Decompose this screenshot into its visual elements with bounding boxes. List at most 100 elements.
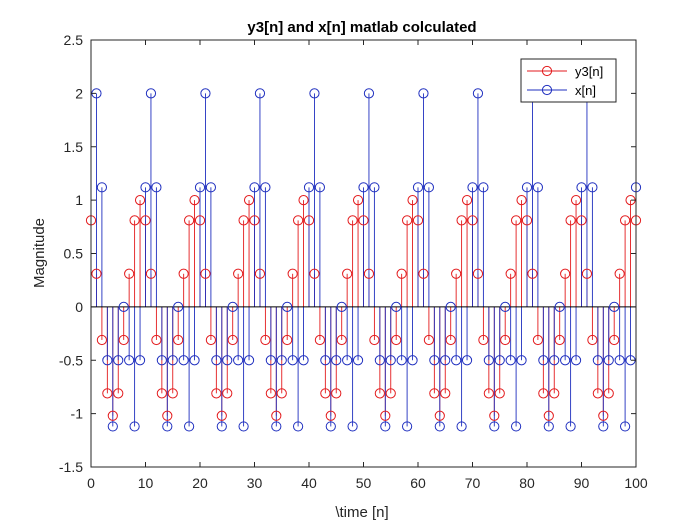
x-tick-label: 100 bbox=[624, 475, 648, 491]
stem-marker bbox=[440, 355, 451, 366]
stem-marker bbox=[500, 301, 511, 312]
stem-marker bbox=[570, 355, 582, 366]
stem-marker bbox=[483, 355, 494, 366]
stem-marker bbox=[96, 182, 108, 193]
stem-marker bbox=[233, 355, 244, 366]
plot-area: 0 10 20 30 40 50 60 70 80 90 100 -1.5 -1 -0.5 0 0.5 1 1.5… bbox=[59, 32, 648, 491]
stem-marker bbox=[603, 355, 614, 366]
stem-marker bbox=[374, 388, 385, 399]
stem-marker bbox=[402, 215, 413, 226]
legend-box bbox=[520, 58, 617, 103]
stem-marker bbox=[162, 421, 173, 432]
stem-marker bbox=[620, 215, 631, 226]
stem-marker bbox=[276, 388, 287, 399]
stem-marker bbox=[129, 421, 140, 432]
stem-marker bbox=[402, 421, 413, 432]
x-tick-label: 70 bbox=[465, 475, 481, 491]
stem-marker bbox=[107, 421, 118, 432]
stem-marker bbox=[347, 215, 358, 226]
stem-marker bbox=[189, 355, 200, 366]
stem-marker bbox=[461, 355, 473, 366]
stem-marker bbox=[434, 421, 445, 432]
stem-marker bbox=[369, 182, 380, 193]
stem-marker bbox=[472, 88, 484, 99]
stem-marker bbox=[134, 355, 146, 366]
stem-marker bbox=[358, 182, 369, 193]
stem-marker bbox=[461, 195, 473, 206]
stem-marker bbox=[363, 268, 375, 279]
stem-marker bbox=[380, 410, 391, 421]
stem-marker bbox=[145, 88, 157, 99]
stem-marker bbox=[124, 355, 135, 366]
stem-marker bbox=[614, 355, 625, 366]
stem-marker bbox=[331, 355, 342, 366]
stem-marker bbox=[538, 388, 549, 399]
stem-marker bbox=[216, 421, 227, 432]
stem-marker bbox=[238, 215, 249, 226]
stem-marker bbox=[140, 182, 151, 193]
stem-marker bbox=[184, 215, 195, 226]
stem-marker bbox=[167, 388, 178, 399]
stem-marker bbox=[489, 410, 500, 421]
stem-marker bbox=[489, 421, 500, 432]
x-tick-label: 0 bbox=[87, 475, 95, 491]
stem-marker bbox=[598, 421, 609, 432]
stem-marker bbox=[205, 182, 216, 193]
x-axis-title: \time [n] bbox=[335, 504, 388, 521]
stem-marker bbox=[227, 301, 238, 312]
stem-marker bbox=[211, 355, 222, 366]
stem-marker bbox=[243, 195, 255, 206]
stem-marker bbox=[576, 182, 587, 193]
stem-marker bbox=[102, 388, 113, 399]
stem-marker bbox=[385, 388, 396, 399]
stem-marker bbox=[287, 355, 298, 366]
stem-marker bbox=[565, 215, 576, 226]
y-tick-label: 2 bbox=[75, 85, 83, 101]
chart-title: y3[n] and x[n] matlab colculated bbox=[247, 19, 476, 36]
y-tick-label: 0.5 bbox=[64, 246, 84, 262]
stem-marker bbox=[303, 215, 315, 226]
stem-marker bbox=[494, 388, 505, 399]
stem-marker bbox=[140, 215, 151, 226]
stem-marker bbox=[314, 182, 325, 193]
stem-marker bbox=[91, 268, 102, 279]
stem-marker bbox=[298, 355, 309, 366]
stem-marker bbox=[276, 355, 287, 366]
stem-marker bbox=[336, 334, 347, 346]
stem-marker bbox=[560, 268, 571, 279]
stem-marker bbox=[352, 195, 364, 206]
stem-marker bbox=[467, 215, 478, 226]
y-tick-label: 2.5 bbox=[64, 32, 84, 48]
stem-marker bbox=[505, 355, 516, 366]
stem-marker bbox=[167, 355, 178, 366]
stem-marker bbox=[113, 388, 124, 399]
stem-marker bbox=[565, 421, 576, 432]
stem-marker bbox=[287, 268, 298, 279]
stem-marker bbox=[352, 355, 364, 366]
stem-marker bbox=[532, 182, 544, 193]
stem-marker bbox=[516, 355, 527, 366]
x-tick-label: 60 bbox=[410, 475, 426, 491]
x-tick-label: 30 bbox=[247, 475, 263, 491]
stem-marker bbox=[331, 388, 342, 399]
stem-marker bbox=[609, 334, 620, 346]
stem-marker bbox=[233, 268, 244, 279]
stem-marker bbox=[102, 355, 113, 366]
y-tick-label: 1 bbox=[75, 192, 83, 208]
stem-marker bbox=[363, 88, 375, 99]
stem-marker bbox=[282, 334, 293, 346]
stem-marker bbox=[451, 355, 462, 366]
stem-marker bbox=[178, 268, 189, 279]
stem-marker bbox=[227, 334, 238, 346]
stem-marker bbox=[151, 334, 162, 346]
stem-marker bbox=[434, 410, 445, 421]
stem-marker bbox=[107, 410, 118, 421]
stem-marker bbox=[445, 334, 456, 346]
stem-marker bbox=[456, 421, 467, 432]
stem-marker bbox=[254, 88, 266, 99]
stem-marker bbox=[265, 388, 276, 399]
stem-marker bbox=[184, 421, 195, 432]
legend-label: y3[n] bbox=[575, 64, 603, 79]
stem-marker bbox=[549, 355, 560, 366]
